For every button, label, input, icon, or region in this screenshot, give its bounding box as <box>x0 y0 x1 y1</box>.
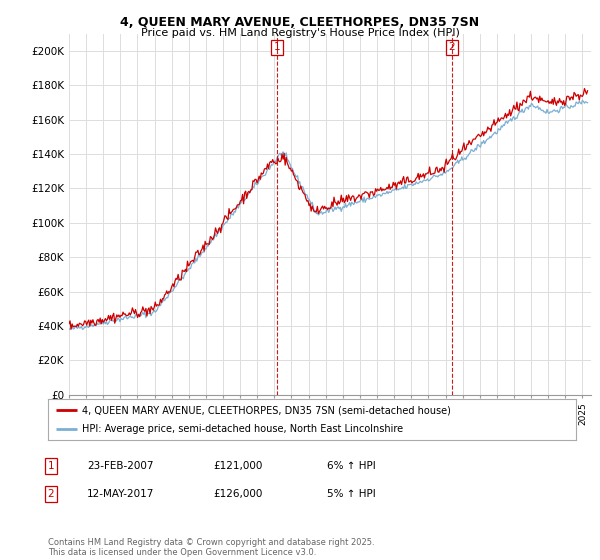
Text: £126,000: £126,000 <box>213 489 262 499</box>
Text: HPI: Average price, semi-detached house, North East Lincolnshire: HPI: Average price, semi-detached house,… <box>82 424 403 433</box>
Text: Contains HM Land Registry data © Crown copyright and database right 2025.
This d: Contains HM Land Registry data © Crown c… <box>48 538 374 557</box>
Text: Price paid vs. HM Land Registry's House Price Index (HPI): Price paid vs. HM Land Registry's House … <box>140 28 460 38</box>
Text: 2: 2 <box>47 489 55 499</box>
Text: 1: 1 <box>274 42 280 52</box>
Text: 2: 2 <box>448 42 455 52</box>
Text: 23-FEB-2007: 23-FEB-2007 <box>87 461 154 471</box>
Text: 5% ↑ HPI: 5% ↑ HPI <box>327 489 376 499</box>
Text: 4, QUEEN MARY AVENUE, CLEETHORPES, DN35 7SN: 4, QUEEN MARY AVENUE, CLEETHORPES, DN35 … <box>121 16 479 29</box>
Text: 1: 1 <box>47 461 55 471</box>
Text: 12-MAY-2017: 12-MAY-2017 <box>87 489 154 499</box>
Text: 6% ↑ HPI: 6% ↑ HPI <box>327 461 376 471</box>
Text: 4, QUEEN MARY AVENUE, CLEETHORPES, DN35 7SN (semi-detached house): 4, QUEEN MARY AVENUE, CLEETHORPES, DN35 … <box>82 405 451 415</box>
Text: £121,000: £121,000 <box>213 461 262 471</box>
